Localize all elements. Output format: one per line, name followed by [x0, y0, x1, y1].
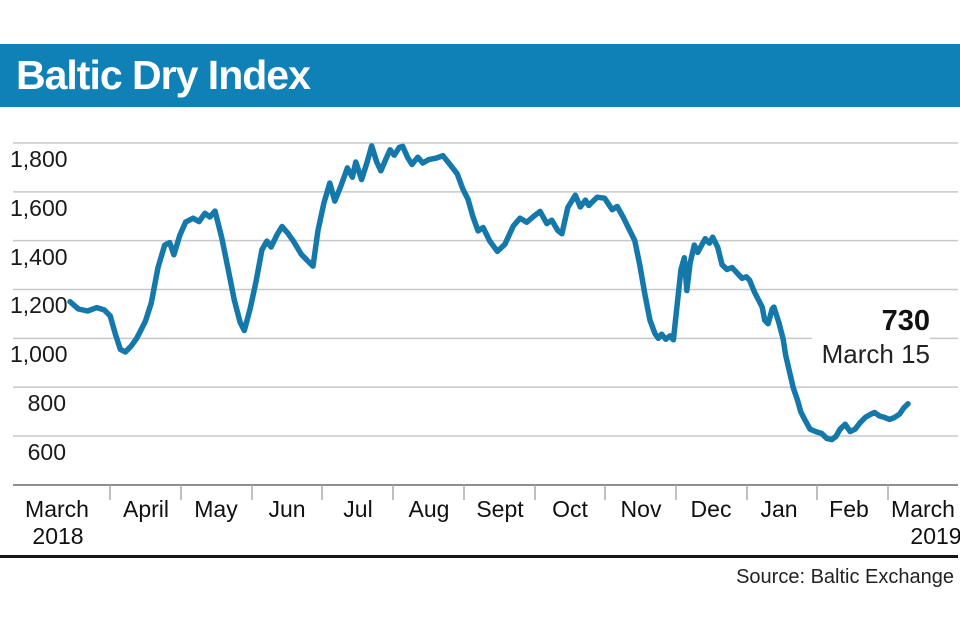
latest-value-date: March 15	[821, 339, 930, 369]
y-axis-label: 1,000	[10, 341, 68, 368]
x-axis-label: Nov	[620, 496, 662, 522]
chart-area: 1,800 1,600 1,400 1,200 1,000 800 600 March Apri…	[0, 130, 960, 530]
y-axis-label: 800	[27, 390, 66, 417]
latest-value: 730	[881, 305, 930, 337]
x-axis-label: Jan	[760, 496, 798, 522]
y-axis-label: 1,400	[10, 243, 68, 270]
y-axis-label: 1,800	[10, 146, 68, 172]
x-axis-label: Sept	[476, 496, 524, 522]
footer-rule	[0, 555, 958, 558]
chart-title: Baltic Dry Index	[16, 52, 311, 98]
y-axis-label: 600	[27, 438, 66, 465]
x-axis-label: March	[891, 496, 955, 522]
y-axis-label: 1,200	[10, 292, 68, 319]
x-axis-label: Dec	[690, 496, 732, 522]
x-axis-label: Jun	[268, 496, 306, 522]
y-axis-label: 1,600	[10, 194, 68, 221]
x-axis-label: Aug	[408, 496, 450, 522]
x-axis-label: Feb	[829, 496, 869, 522]
bdi-series-line	[67, 143, 911, 443]
latest-value-annotation: 730 March 15	[811, 303, 930, 372]
x-axis-label: May	[194, 496, 238, 522]
x-axis-year-start: 2018	[32, 523, 84, 549]
x-axis-label: Oct	[552, 496, 588, 522]
chart-canvas	[13, 142, 958, 500]
x-axis-year-end: 2019	[910, 523, 960, 549]
source-credit: Source: Baltic Exchange	[736, 566, 954, 588]
x-axis-label: March	[25, 496, 89, 522]
title-bar: Baltic Dry Index	[0, 44, 960, 107]
x-axis-label: Jul	[343, 496, 373, 522]
x-axis-label: April	[122, 496, 170, 522]
